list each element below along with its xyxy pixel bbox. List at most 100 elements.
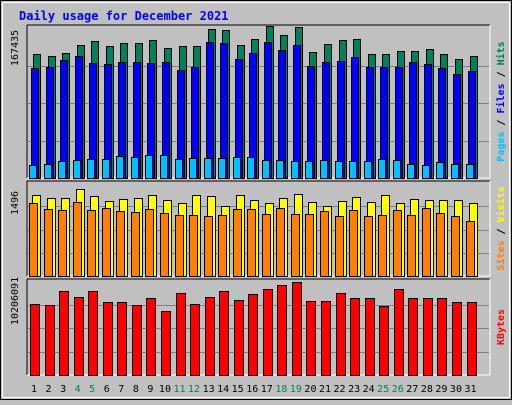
day-label: 7 [118, 384, 124, 395]
pages-bar [44, 164, 52, 179]
day-label: 9 [147, 384, 153, 395]
pages-bar [131, 157, 139, 179]
sites-bar [189, 215, 198, 277]
pages-bar [218, 158, 226, 179]
sites-bar [451, 216, 460, 277]
pages-bar [160, 155, 168, 179]
kbytes-bar [45, 305, 55, 376]
day-label: 6 [104, 384, 110, 395]
legend-pages: Pages [496, 132, 507, 162]
legend-visits: Visits [495, 186, 507, 222]
pages-bar [189, 158, 197, 179]
sites-bar [233, 209, 242, 277]
panel-3-max-label: 10206091 [10, 277, 21, 325]
sites-bar [204, 216, 213, 277]
sites-bar [466, 221, 475, 277]
pages-bar [305, 161, 313, 179]
files-bar [293, 45, 301, 179]
files-bar [278, 50, 286, 179]
files-bar [468, 71, 476, 179]
day-label: 8 [133, 384, 139, 395]
pages-bar [364, 161, 372, 179]
legend-slash: / [496, 65, 507, 83]
day-label: 17 [261, 384, 273, 395]
kbytes-bar [292, 282, 302, 376]
day-label: 1 [31, 384, 37, 395]
kbytes-bar [146, 298, 156, 376]
day-label: 2 [46, 384, 52, 395]
kbytes-bar [74, 297, 84, 376]
sites-bar [393, 210, 402, 277]
panel-2-max-label: 1496 [10, 191, 21, 215]
sites-bar [160, 213, 169, 277]
panel-3-legend: KBytes [496, 309, 507, 345]
day-label: 24 [363, 384, 375, 395]
sites-bar [305, 214, 314, 277]
pages-bar [116, 156, 124, 179]
kbytes-bar [350, 298, 360, 376]
kbytes-bar [263, 289, 273, 376]
pages-bar [276, 160, 284, 179]
pages-bar [407, 164, 415, 179]
kbytes-bar [190, 304, 200, 376]
legend-sites: Sites [495, 241, 507, 271]
files-bar [424, 64, 432, 179]
kbytes-bar [176, 293, 186, 376]
legend-slash: / [496, 114, 507, 132]
kbytes-bar [161, 311, 171, 376]
files-bar [409, 62, 417, 179]
sites-bar [44, 209, 53, 277]
sites-bar [116, 211, 125, 277]
day-label: 16 [246, 384, 258, 395]
kbytes-bar [321, 301, 331, 376]
day-label: 22 [334, 384, 346, 395]
pages-bar [320, 160, 328, 179]
day-label: 14 [217, 384, 229, 395]
pages-bar [349, 161, 357, 179]
day-label: 27 [406, 384, 418, 395]
files-bar [46, 67, 54, 179]
kbytes-bar [423, 298, 433, 376]
sites-bar [175, 215, 184, 277]
pages-bar [291, 161, 299, 179]
day-label: 12 [188, 384, 200, 395]
kbytes-bar [306, 301, 316, 376]
legend-files: Files [495, 83, 507, 113]
kbytes-bar [408, 298, 418, 376]
day-label: 18 [275, 384, 287, 395]
legend-hits: Hits [495, 41, 507, 65]
sites-bar [276, 208, 285, 277]
panel-1-legend: Pages / Files / Hits [495, 41, 507, 161]
pages-bar [87, 159, 95, 179]
sites-bar [131, 212, 140, 277]
day-label: 26 [392, 384, 404, 395]
sites-bar [247, 209, 256, 277]
day-label: 21 [319, 384, 331, 395]
day-label: 10 [159, 384, 171, 395]
panel-1-max-label: 167435 [10, 30, 21, 66]
files-bar [337, 61, 345, 179]
sites-bar [364, 216, 373, 277]
day-label: 30 [450, 384, 462, 395]
chart-title: Daily usage for December 2021 [19, 9, 229, 23]
pages-bar [436, 162, 444, 179]
day-label: 25 [377, 384, 389, 395]
pages-bar [335, 161, 343, 179]
kbytes-bar [59, 291, 69, 376]
sites-bar [335, 216, 344, 277]
files-bar [453, 74, 461, 179]
sites-bar [87, 210, 96, 277]
sites-bar [320, 211, 329, 277]
pages-bar [233, 157, 241, 179]
kbytes-bar [336, 293, 346, 376]
sites-bar [378, 215, 387, 277]
sites-bar [291, 214, 300, 277]
kbytes-bar [205, 297, 215, 376]
day-label: 23 [348, 384, 360, 395]
kbytes-bar [437, 298, 447, 376]
legend-slash: / [496, 222, 507, 240]
day-label: 3 [60, 384, 66, 395]
day-label: 19 [290, 384, 302, 395]
panel-2-legend: Sites / Visits [495, 186, 507, 270]
